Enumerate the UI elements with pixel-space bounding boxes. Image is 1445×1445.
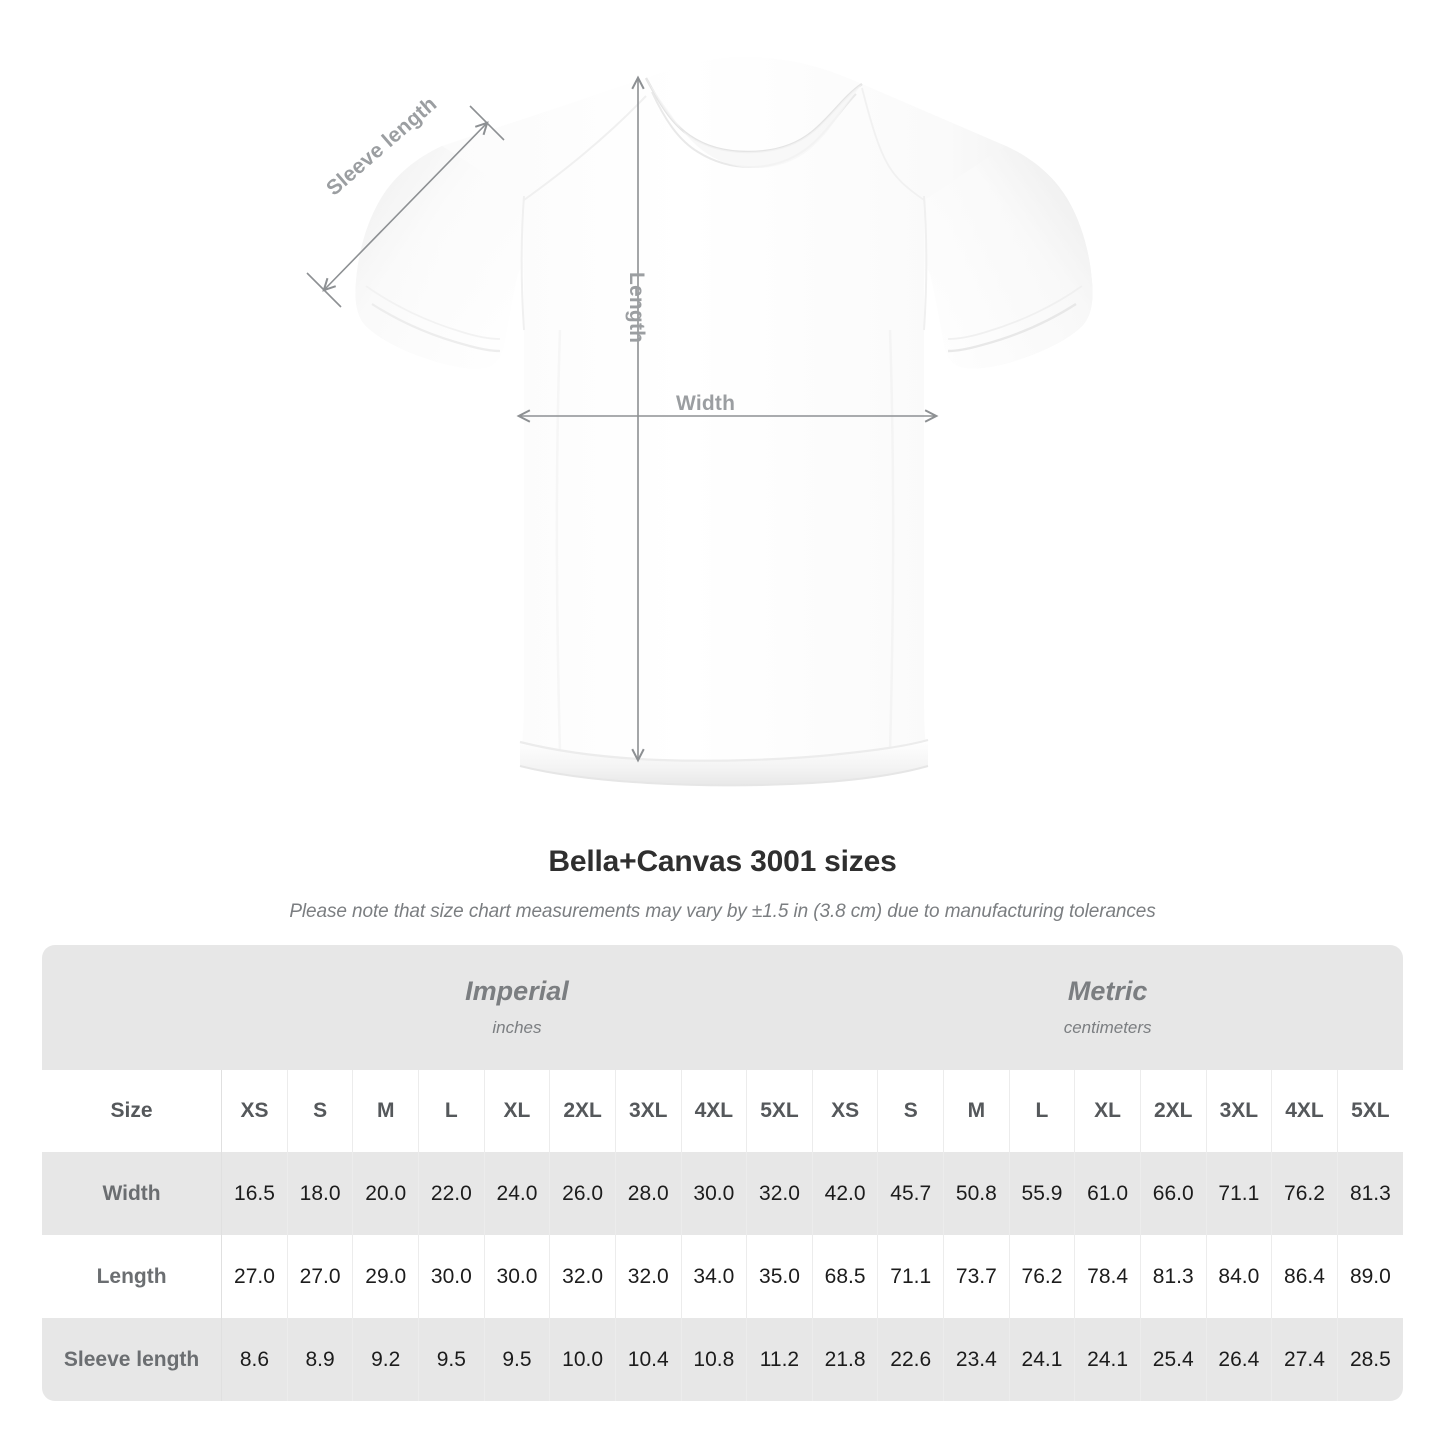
cell-width-3xl-cm: 71.1	[1206, 1152, 1273, 1235]
cell-width-4xl-cm: 76.2	[1271, 1152, 1338, 1235]
row-header-sleeve-length: Sleeve length	[42, 1318, 223, 1401]
unit-group-name: Metric	[1067, 976, 1148, 1007]
row-header-length: Length	[42, 1235, 223, 1318]
width-label: Width	[676, 392, 736, 415]
cell-sleeve-length-xs-cm: 21.8	[811, 1318, 879, 1401]
cell-width-2xl-in: 26.0	[549, 1152, 616, 1235]
cell-length-3xl-cm: 84.0	[1206, 1235, 1273, 1318]
column-header-imperial-3xl: 3XL	[615, 1070, 682, 1152]
cell-length-xl-cm: 78.4	[1074, 1235, 1141, 1318]
table-row: Width 16.5 18.0 20.0 22.0 24.0 26.0 28.0 30.0 32.…	[42, 1152, 1403, 1235]
column-header-imperial-xs: XS	[221, 1070, 288, 1152]
cell-sleeve-length-m-cm: 23.4	[943, 1318, 1010, 1401]
cell-sleeve-length-xl-cm: 24.1	[1074, 1318, 1141, 1401]
unit-group-row: Imperial inches Metric centimeters	[42, 945, 1403, 1070]
cell-width-2xl-cm: 66.0	[1140, 1152, 1207, 1235]
cell-sleeve-length-5xl-cm: 28.5	[1337, 1318, 1403, 1401]
cell-length-3xl-in: 32.0	[615, 1235, 682, 1318]
column-header-metric-xl: XL	[1074, 1070, 1141, 1152]
unit-group-imperial: Imperial inches	[221, 945, 813, 1070]
cell-width-xl-in: 24.0	[484, 1152, 551, 1235]
column-header-imperial-m: M	[352, 1070, 420, 1152]
unit-row-spacer	[42, 945, 222, 1070]
size-table-container: Imperial inches Metric centimeters Size XS S M L…	[42, 945, 1403, 1401]
table-corner-header: Size	[42, 1070, 223, 1152]
table-row: Length 27.0 27.0 29.0 30.0 30.0 32.0 32.0 34.0 35…	[42, 1235, 1403, 1318]
tolerance-note: Please note that size chart measurements…	[289, 901, 1156, 922]
row-header-width: Width	[42, 1152, 223, 1235]
cell-length-2xl-cm: 81.3	[1140, 1235, 1207, 1318]
cell-sleeve-length-s-cm: 22.6	[877, 1318, 945, 1401]
cell-sleeve-length-4xl-cm: 27.4	[1271, 1318, 1338, 1401]
column-header-metric-2xl: 2XL	[1140, 1070, 1207, 1152]
cell-width-5xl-cm: 81.3	[1337, 1152, 1403, 1235]
cell-width-xs-cm: 42.0	[811, 1152, 879, 1235]
size-table: Imperial inches Metric centimeters Size XS S M L…	[42, 945, 1403, 1401]
cell-sleeve-length-m-in: 9.2	[352, 1318, 420, 1401]
unit-group-metric: Metric centimeters	[812, 945, 1403, 1070]
column-header-metric-3xl: 3XL	[1206, 1070, 1273, 1152]
cell-sleeve-length-3xl-in: 10.4	[615, 1318, 682, 1401]
cell-length-xs-cm: 68.5	[811, 1235, 879, 1318]
column-header-imperial-5xl: 5XL	[746, 1070, 813, 1152]
cell-width-l-in: 22.0	[418, 1152, 485, 1235]
column-header-metric-s: S	[877, 1070, 945, 1152]
cell-length-4xl-cm: 86.4	[1271, 1235, 1338, 1318]
cell-sleeve-length-4xl-in: 10.8	[681, 1318, 748, 1401]
cell-length-4xl-in: 34.0	[681, 1235, 748, 1318]
cell-sleeve-length-3xl-cm: 26.4	[1206, 1318, 1273, 1401]
cell-sleeve-length-2xl-in: 10.0	[549, 1318, 616, 1401]
size-header-row: Size XS S M L XL 2XL 3XL 4XL 5XL XS S M L XL 2XL 3XL 4XL 5…	[42, 1070, 1403, 1152]
cell-width-m-cm: 50.8	[943, 1152, 1010, 1235]
cell-sleeve-length-s-in: 8.9	[287, 1318, 354, 1401]
cell-sleeve-length-2xl-cm: 25.4	[1140, 1318, 1207, 1401]
cell-width-s-in: 18.0	[287, 1152, 354, 1235]
column-header-metric-5xl: 5XL	[1337, 1070, 1403, 1152]
tshirt-diagram: Sleeve length Length Width	[306, 57, 1093, 787]
cell-length-xl-in: 30.0	[484, 1235, 551, 1318]
page-title: Bella+Canvas 3001 sizes	[548, 845, 897, 878]
column-header-metric-l: L	[1009, 1070, 1076, 1152]
unit-group-unit: inches	[492, 1017, 542, 1037]
cell-length-s-in: 27.0	[287, 1235, 354, 1318]
cell-width-3xl-in: 28.0	[615, 1152, 682, 1235]
cell-width-5xl-in: 32.0	[746, 1152, 813, 1235]
cell-length-l-cm: 76.2	[1009, 1235, 1076, 1318]
shirt-shape	[355, 57, 1093, 787]
cell-width-l-cm: 55.9	[1009, 1152, 1076, 1235]
heading-block: Bella+Canvas 3001 sizes Please note that…	[0, 845, 1445, 923]
measure-lines	[306, 75, 939, 763]
cell-length-s-cm: 71.1	[877, 1235, 945, 1318]
cell-length-m-in: 29.0	[352, 1235, 420, 1318]
column-header-imperial-s: S	[287, 1070, 354, 1152]
cell-width-s-cm: 45.7	[877, 1152, 945, 1235]
column-header-imperial-2xl: 2XL	[549, 1070, 616, 1152]
cell-length-m-cm: 73.7	[943, 1235, 1010, 1318]
column-header-imperial-xl: XL	[484, 1070, 551, 1152]
cell-sleeve-length-xl-in: 9.5	[484, 1318, 551, 1401]
cell-length-l-in: 30.0	[418, 1235, 485, 1318]
table-row: Sleeve length 8.6 8.9 9.2 9.5 9.5 10.0 10.4 10.8…	[42, 1318, 1403, 1401]
cell-width-m-in: 20.0	[352, 1152, 420, 1235]
cell-width-4xl-in: 30.0	[681, 1152, 748, 1235]
cell-width-xl-cm: 61.0	[1074, 1152, 1141, 1235]
cell-sleeve-length-l-in: 9.5	[418, 1318, 485, 1401]
cell-sleeve-length-5xl-in: 11.2	[746, 1318, 813, 1401]
column-header-metric-xs: XS	[811, 1070, 879, 1152]
column-header-metric-4xl: 4XL	[1271, 1070, 1338, 1152]
cell-width-xs-in: 16.5	[221, 1152, 288, 1235]
column-header-metric-m: M	[943, 1070, 1010, 1152]
cell-length-5xl-in: 35.0	[746, 1235, 813, 1318]
length-label: Length	[625, 272, 648, 344]
cell-length-5xl-cm: 89.0	[1337, 1235, 1403, 1318]
unit-group-unit: centimeters	[1063, 1017, 1152, 1037]
column-header-imperial-4xl: 4XL	[681, 1070, 748, 1152]
cell-length-xs-in: 27.0	[221, 1235, 288, 1318]
cell-sleeve-length-xs-in: 8.6	[221, 1318, 288, 1401]
cell-length-2xl-in: 32.0	[549, 1235, 616, 1318]
column-header-imperial-l: L	[418, 1070, 485, 1152]
unit-group-name: Imperial	[465, 976, 569, 1007]
cell-sleeve-length-l-cm: 24.1	[1009, 1318, 1076, 1401]
